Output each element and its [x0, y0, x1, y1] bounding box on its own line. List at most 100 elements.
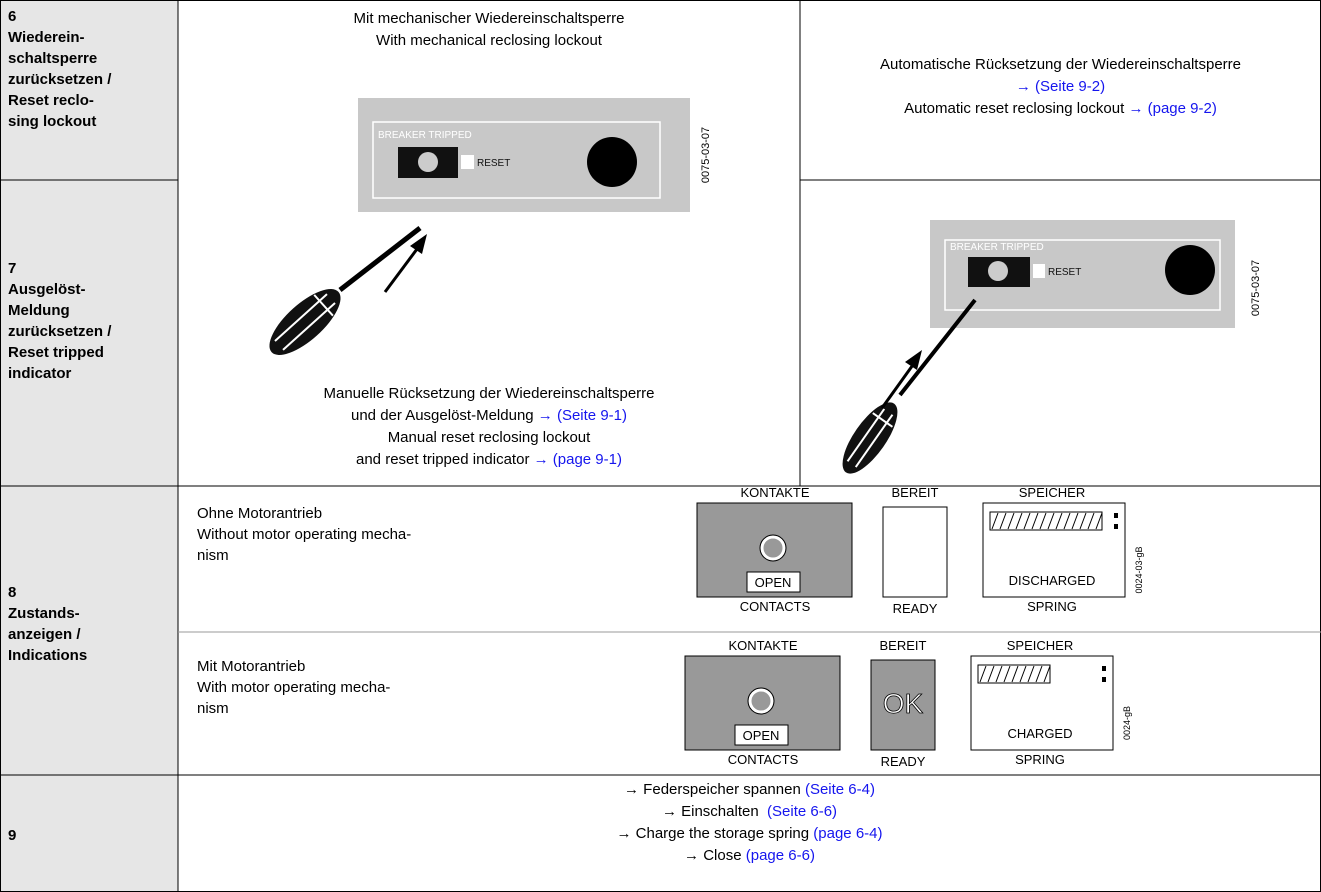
row-label: Wiederein- schaltsperre zurücksetzen / R… — [8, 29, 112, 130]
contacts-symbol — [748, 688, 774, 714]
text: → Charge the storage spring — [616, 825, 814, 842]
label: CONTACTS — [728, 752, 799, 767]
row-label: Zustands- anzeigen / Indications — [8, 605, 88, 664]
indicators: KONTAKTE OPEN CONTACTS BEREIT READY SPEICHER D… — [684, 485, 1144, 769]
state: DISCHARGED — [1009, 573, 1096, 588]
state-box — [734, 724, 789, 746]
row-number: 9 — [8, 827, 17, 844]
caption-line: Manuelle Rücksetzung der Wiedereinschalt… — [178, 383, 800, 405]
link: (Seite 6-4) — [804, 781, 875, 798]
text: Manual reset reclosing lockout — [387, 429, 591, 446]
row-header: 9 — [0, 775, 178, 892]
spring-box — [982, 502, 1126, 598]
ready-box — [882, 506, 948, 598]
label: SPRING — [1015, 752, 1065, 767]
heading: Mit mechanischer Wiedereinschaltsperre W… — [178, 8, 800, 52]
text: → Einschalten — [661, 803, 768, 820]
text: → Close — [684, 847, 746, 864]
caption-line: und der Ausgelöst-Meldung → (Seite 9-1) — [178, 405, 800, 427]
text: Manuelle Rücksetzung der Wiedereinschalt… — [323, 385, 655, 402]
contacts-symbol-outline — [759, 534, 787, 562]
row-label: Ausgelöst- Meldung zurücksetzen / Reset … — [8, 281, 112, 382]
ready-box — [870, 659, 936, 751]
breaker-panel: BREAKER TRIPPED RESET 0075-03-07 — [930, 220, 1262, 328]
spring-coil — [979, 665, 1051, 683]
figure-code: 0024-gB — [1122, 706, 1132, 740]
panel-label: BREAKER TRIPPED — [950, 242, 1044, 253]
caption-line: Manual reset reclosing lockout — [178, 427, 800, 449]
caption-line: Automatische Rücksetzung der Wiedereinsc… — [800, 54, 1321, 76]
label: SPRING — [1027, 599, 1077, 614]
caption-line: → Close (page 6-6) — [178, 845, 1321, 867]
link: → (Seite 9-2) — [1015, 78, 1106, 95]
label: KONTAKTE — [728, 638, 797, 653]
state: OK — [883, 688, 924, 719]
contacts-symbol-outline — [747, 687, 775, 715]
breaker-panel: BREAKER TRIPPED RESET 0075-03-07 — [358, 98, 712, 212]
figure-code: 0024-03-gB — [1134, 546, 1144, 593]
link: (Seite 6-6) — [767, 803, 838, 820]
caption-line: → Einschalten (Seite 6-6) — [178, 801, 1321, 823]
row-number: 6 — [8, 8, 17, 25]
spring-box — [970, 655, 1114, 751]
link: → (page 9-1) — [533, 451, 622, 468]
state: OPEN — [743, 728, 780, 743]
figure-code: 0075-03-07 — [1250, 260, 1262, 316]
heading-line: Mit mechanischer Wiedereinschaltsperre — [353, 10, 625, 27]
label: BEREIT — [892, 485, 939, 500]
links: → Federspeicher spannen (Seite 6-4) → Ein… — [178, 779, 1321, 867]
panel-button-label: RESET — [477, 158, 510, 169]
caption-line: Automatic reset reclosing lockout → (pag… — [800, 98, 1321, 120]
label: CONTACTS — [740, 599, 811, 614]
spring-dot — [1114, 524, 1118, 529]
arrow — [880, 350, 922, 409]
caption-line: → Federspeicher spannen (Seite 6-4) — [178, 779, 1321, 801]
arrow — [383, 234, 427, 293]
text: Automatische Rücksetzung der Wiedereinsc… — [879, 56, 1241, 73]
spring-dot — [1102, 677, 1106, 682]
link: → (page 9-2) — [1128, 100, 1217, 117]
caption: Automatische Rücksetzung der Wiedereinsc… — [800, 54, 1321, 120]
state-box — [746, 571, 801, 593]
label: READY — [881, 754, 926, 769]
panel-label: BREAKER TRIPPED — [378, 130, 472, 141]
label: KONTAKTE — [740, 485, 809, 500]
link: (page 6-4) — [813, 825, 883, 842]
spring-dot — [1114, 513, 1118, 518]
text: Automatic reset reclosing lockout — [904, 100, 1129, 117]
spring-dot — [1102, 666, 1106, 671]
row-header: 7 Ausgelöst- Meldung zurücksetzen / Reset… — [0, 180, 178, 486]
state: OPEN — [755, 575, 792, 590]
label: READY — [893, 601, 938, 616]
indication-text: Mit Motorantrieb With motor operating me… — [197, 658, 391, 717]
spring-frame — [977, 664, 1051, 684]
label: SPEICHER — [1007, 638, 1073, 653]
caption-line: → (Seite 9-2) — [800, 76, 1321, 98]
spring-frame — [989, 511, 1103, 531]
caption-line: → Charge the storage spring (page 6-4) — [178, 823, 1321, 845]
spring-coil — [991, 512, 1103, 530]
heading-line: With mechanical reclosing lockout — [376, 32, 602, 49]
caption-line: and reset tripped indicator → (page 9-1) — [178, 449, 800, 471]
label: BEREIT — [880, 638, 927, 653]
row-header: 6 Wiederein- schaltsperre zurücksetzen / … — [0, 0, 178, 180]
row-number: 8 — [8, 584, 17, 601]
row-header: 8 Zustands- anzeigen / Indications — [0, 486, 178, 775]
text: and reset tripped indicator — [356, 451, 534, 468]
state: CHARGED — [1007, 726, 1072, 741]
row-number: 7 — [8, 260, 17, 277]
panel-button-label: RESET — [1048, 267, 1081, 278]
link: → (Seite 9-1) — [537, 407, 627, 424]
screwdriver — [842, 298, 977, 474]
indication-text: Ohne Motorantrieb Without motor operatin… — [197, 505, 412, 564]
text: → Federspeicher spannen — [624, 781, 805, 798]
text: und der Ausgelöst-Meldung — [351, 407, 538, 424]
figure-code: 0075-03-07 — [700, 127, 712, 183]
screwdriver — [269, 226, 422, 355]
contacts-symbol — [760, 535, 786, 561]
caption: Manuelle Rücksetzung der Wiedereinschalt… — [178, 383, 800, 471]
link: (page 6-6) — [745, 847, 815, 864]
label: SPEICHER — [1019, 485, 1085, 500]
